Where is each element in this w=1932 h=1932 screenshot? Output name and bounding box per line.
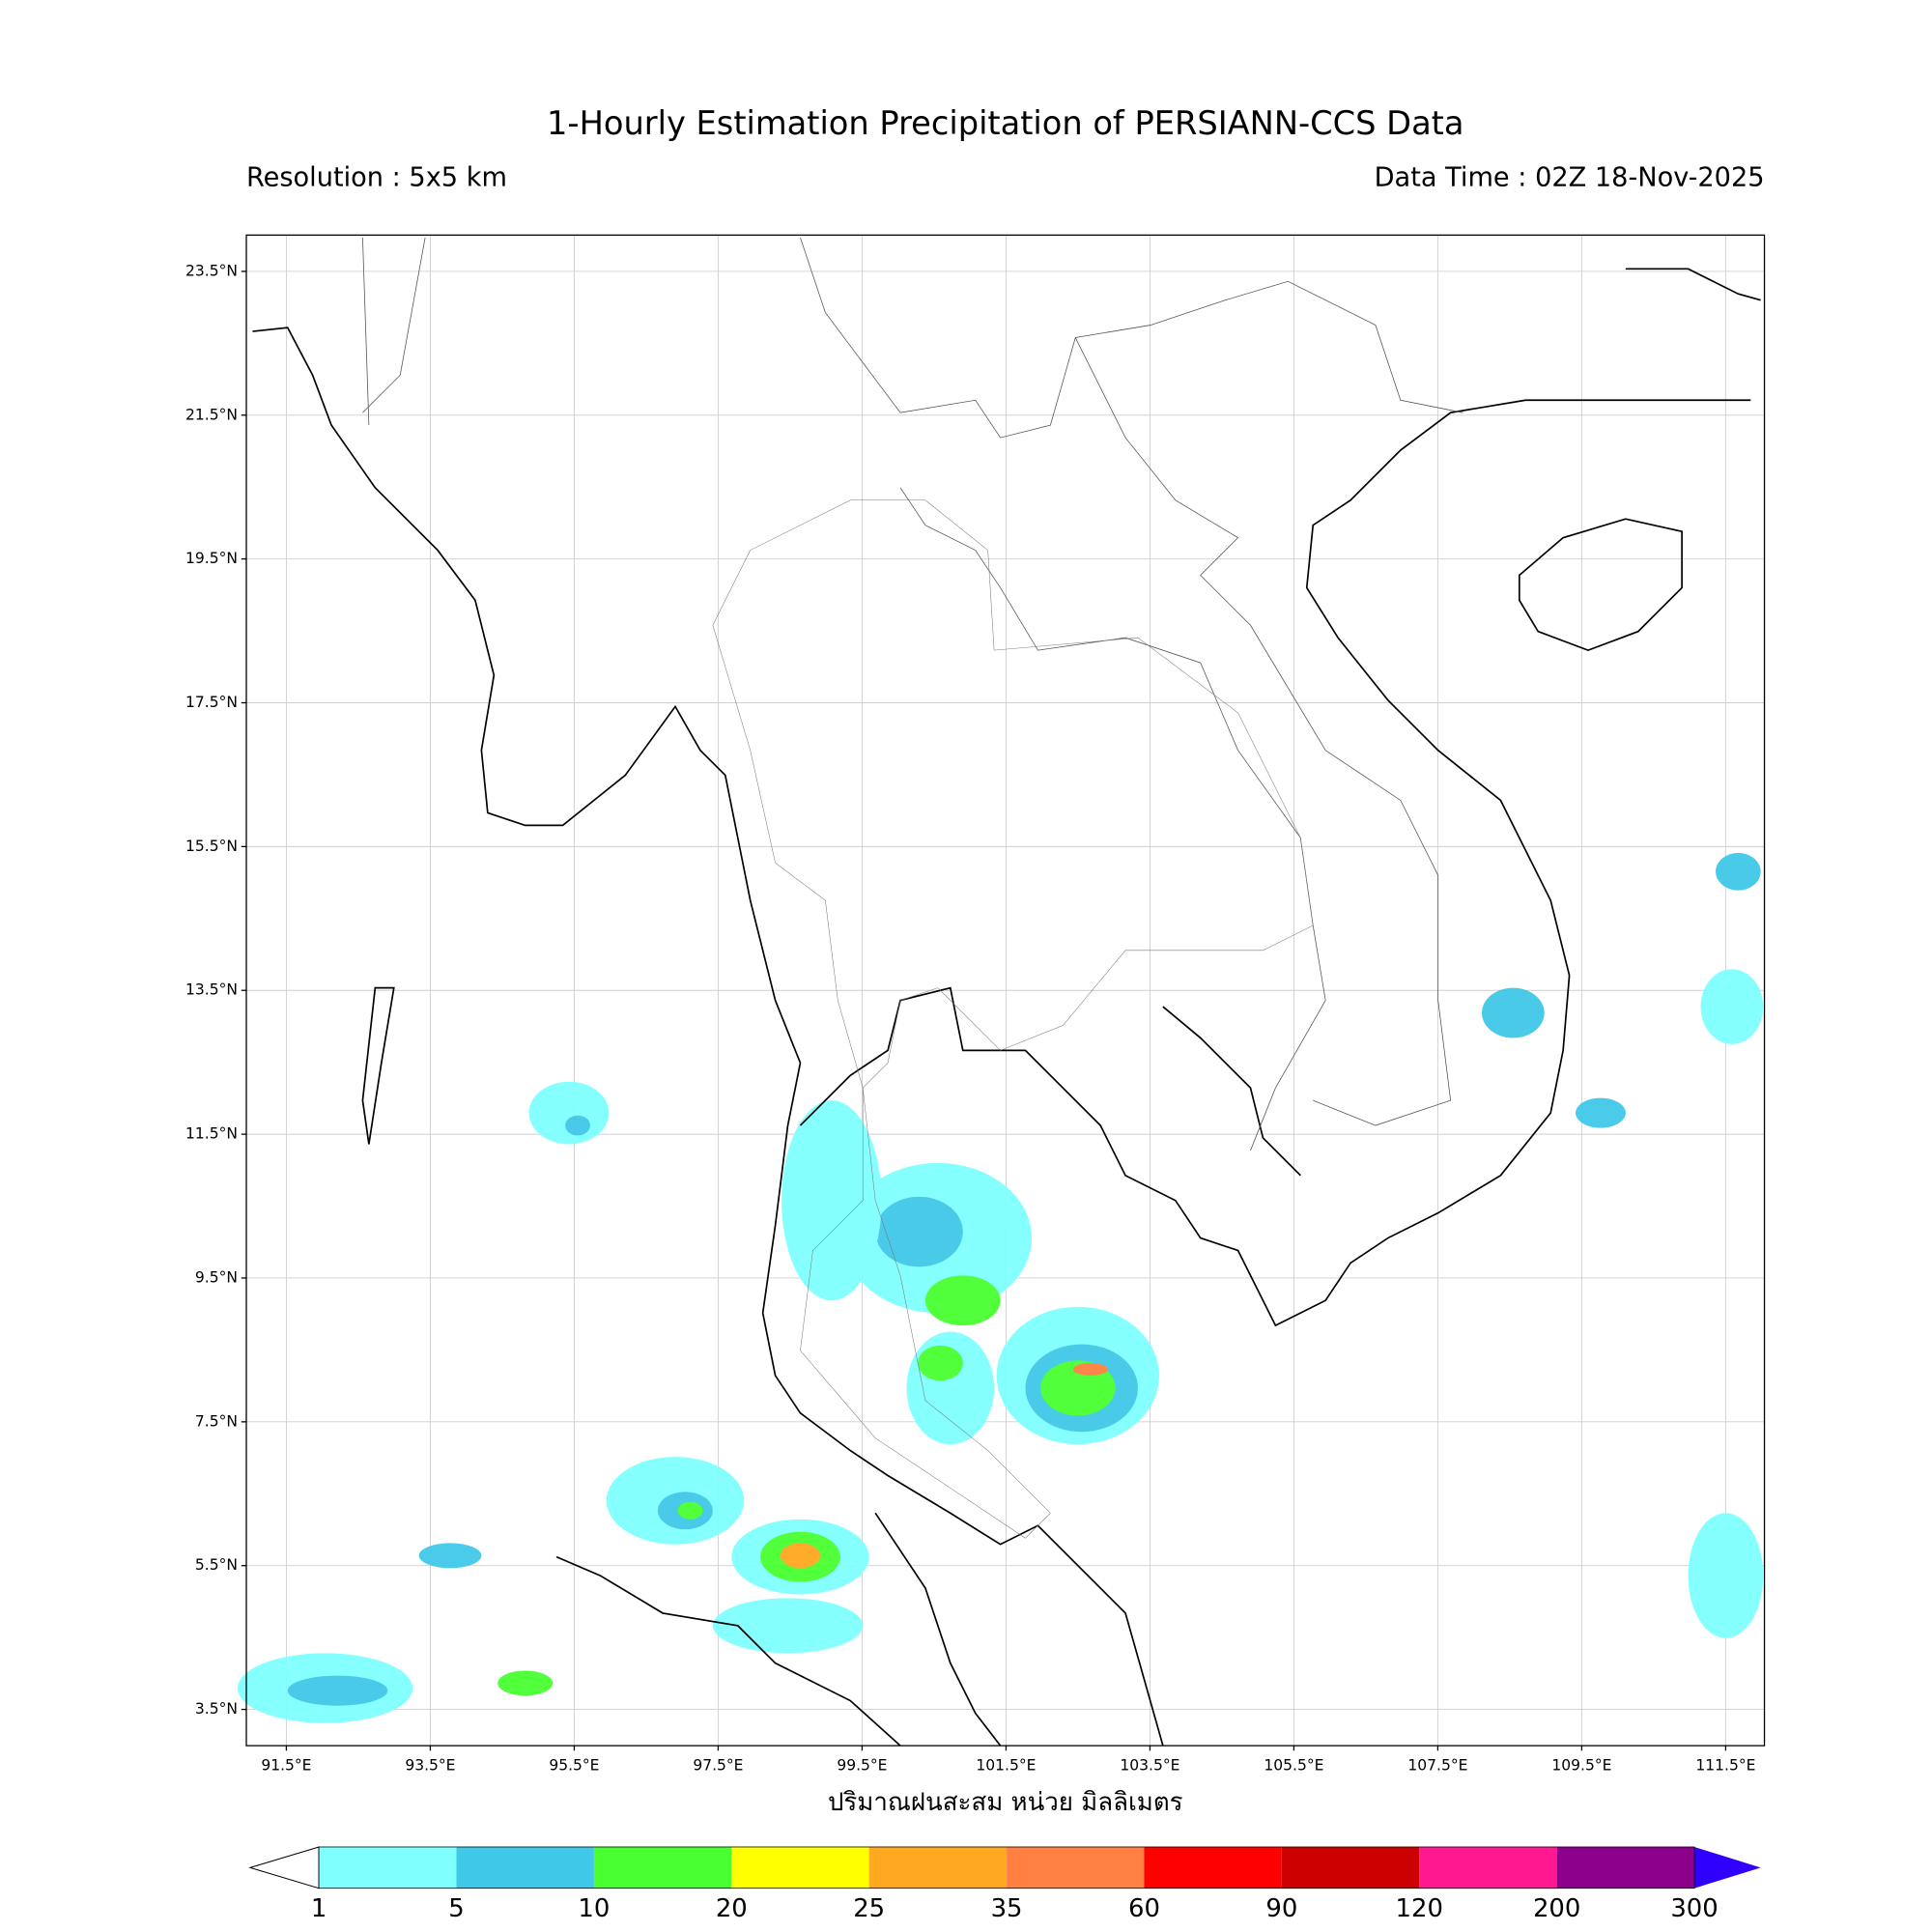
over-triangle bbox=[1694, 1846, 1761, 1889]
colorbar-label: 60 bbox=[1128, 1894, 1160, 1923]
precipitation bbox=[237, 852, 1764, 1723]
lat-label: 11.5°N bbox=[185, 1125, 238, 1143]
coastline bbox=[1162, 1006, 1301, 1177]
coastline bbox=[799, 399, 1751, 1327]
title: 1-Hourly Estimation Precipitation of PER… bbox=[547, 104, 1463, 142]
rain-area bbox=[875, 1196, 963, 1267]
rain-area bbox=[497, 1670, 554, 1696]
rain-area bbox=[1072, 1363, 1108, 1376]
coastline bbox=[555, 1555, 901, 1747]
lat-label: 13.5°N bbox=[185, 981, 238, 999]
colorbar-label: 35 bbox=[991, 1894, 1023, 1923]
lon-label: 103.5°E bbox=[1120, 1756, 1179, 1774]
colorbar-outline bbox=[318, 1846, 1695, 1889]
colorbar-label: 200 bbox=[1533, 1894, 1580, 1923]
rain-area bbox=[781, 1100, 882, 1301]
border bbox=[362, 237, 1463, 439]
colorbar-label: 90 bbox=[1265, 1894, 1297, 1923]
color-box bbox=[868, 1846, 1008, 1889]
province-borders bbox=[712, 499, 1314, 1539]
color-box bbox=[1419, 1846, 1557, 1889]
coastlines bbox=[252, 268, 1761, 1747]
color-box bbox=[1144, 1846, 1282, 1889]
lat-label: 23.5°N bbox=[185, 262, 238, 279]
lon-label: 105.5°E bbox=[1264, 1756, 1323, 1774]
colorbar-label: 300 bbox=[1670, 1894, 1718, 1923]
coastline bbox=[252, 327, 1164, 1747]
lat-label: 5.5°N bbox=[195, 1556, 238, 1574]
border bbox=[1074, 337, 1452, 1126]
color-box bbox=[1556, 1846, 1695, 1889]
lon-label: 93.5°E bbox=[405, 1756, 455, 1774]
resolution: Resolution : 5x5 km bbox=[246, 163, 507, 193]
island bbox=[1518, 518, 1683, 652]
color-box bbox=[456, 1846, 594, 1889]
colorbar-label: 1 bbox=[311, 1894, 327, 1923]
map-frame bbox=[245, 234, 1766, 1747]
rain-area bbox=[712, 1598, 864, 1654]
lat-label: 17.5°N bbox=[185, 694, 238, 711]
rain-area bbox=[528, 1081, 610, 1145]
lon-label: 97.5°E bbox=[693, 1756, 743, 1774]
lat-label: 3.5°N bbox=[195, 1700, 238, 1718]
lon-label: 107.5°E bbox=[1407, 1756, 1467, 1774]
lat-label: 15.5°N bbox=[185, 838, 238, 855]
border bbox=[899, 487, 1326, 1151]
data-time: Data Time : 02Z 18-Nov-2025 bbox=[1375, 163, 1765, 193]
rain-area bbox=[1716, 852, 1761, 891]
lon-label: 91.5°E bbox=[261, 1756, 311, 1774]
lat-label: 9.5°N bbox=[195, 1268, 238, 1286]
coastline bbox=[1625, 268, 1761, 301]
lon-label: 109.5°E bbox=[1551, 1756, 1611, 1774]
colorbar-label: 5 bbox=[448, 1894, 464, 1923]
borders bbox=[362, 237, 1463, 1539]
color-box bbox=[731, 1846, 869, 1889]
rain-area bbox=[677, 1501, 703, 1520]
lon-label: 95.5°E bbox=[549, 1756, 599, 1774]
lon-label: 101.5°E bbox=[976, 1756, 1036, 1774]
lon-label: 111.5°E bbox=[1695, 1756, 1755, 1774]
colorbar-label: 20 bbox=[716, 1894, 748, 1923]
rain-area bbox=[1688, 1513, 1764, 1638]
lat-label: 19.5°N bbox=[185, 550, 238, 567]
coastline bbox=[874, 1512, 1002, 1747]
x-label: ปริมาณฝนสะสม หน่วย มิลลิเมตร bbox=[828, 1788, 1183, 1817]
lat-label: 7.5°N bbox=[195, 1412, 238, 1430]
rain-area bbox=[918, 1345, 963, 1381]
colorbar: 1 5 10 20 25 35 60 90 120 200 300 bbox=[248, 1846, 1761, 1923]
rain-area bbox=[1700, 969, 1764, 1044]
color-box bbox=[593, 1846, 732, 1889]
colorbar-label: 25 bbox=[853, 1894, 885, 1923]
island bbox=[361, 986, 395, 1145]
rain-area bbox=[1481, 987, 1545, 1038]
rain-area bbox=[418, 1543, 482, 1569]
rain-area bbox=[1576, 1097, 1626, 1128]
colorbar-label: 10 bbox=[578, 1894, 610, 1923]
color-box bbox=[1281, 1846, 1420, 1889]
lat-label: 21.5°N bbox=[185, 406, 238, 423]
colorbar-label: 120 bbox=[1396, 1894, 1443, 1923]
color-box bbox=[1007, 1846, 1145, 1889]
rain-area bbox=[924, 1275, 1001, 1326]
color-box bbox=[319, 1846, 457, 1889]
grid: 91.5°E 93.5°E 95.5°E 97.5°E 99.5°E 101.5°E 103… bbox=[185, 235, 1765, 1774]
rain-area bbox=[565, 1115, 591, 1136]
rain-area bbox=[780, 1543, 821, 1569]
rain-area bbox=[287, 1675, 388, 1706]
lon-label: 99.5°E bbox=[837, 1756, 887, 1774]
